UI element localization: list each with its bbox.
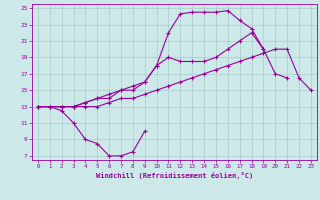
X-axis label: Windchill (Refroidissement éolien,°C): Windchill (Refroidissement éolien,°C) xyxy=(96,172,253,179)
